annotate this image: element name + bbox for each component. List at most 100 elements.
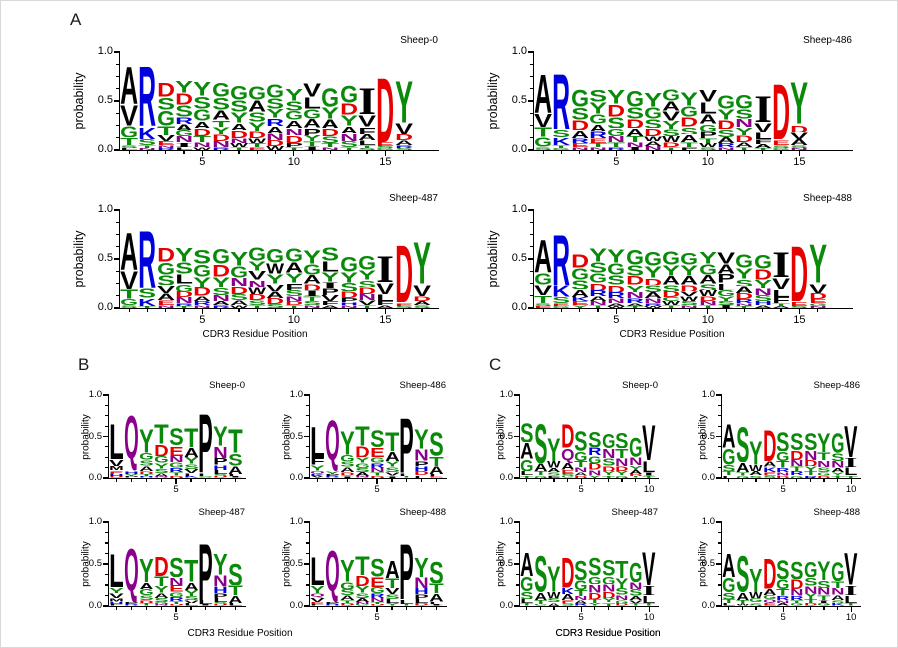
logo-letter-Y: Y — [749, 440, 762, 465]
svg-text:L: L — [109, 422, 124, 459]
svg-text:A: A — [575, 472, 588, 475]
svg-text:L: L — [184, 603, 199, 606]
logo-letter-S: S — [662, 129, 680, 136]
svg-text:I: I — [845, 585, 858, 595]
logo-letter-A: A — [831, 595, 844, 600]
x-tick — [220, 607, 222, 611]
svg-text:A: A — [662, 101, 680, 111]
logo-letter-G: G — [355, 463, 370, 468]
logo-letter-A: A — [547, 603, 560, 606]
svg-text:T: T — [400, 476, 415, 478]
logo-letter-I: I — [845, 457, 858, 467]
svg-text:S: S — [571, 280, 589, 290]
x-tick — [688, 151, 691, 155]
logo-letter-D: D — [139, 600, 154, 603]
logo-letter-V: V — [754, 123, 772, 133]
y-tick — [115, 295, 119, 297]
svg-text:D: D — [355, 446, 370, 458]
logo-letter-Y: Y — [325, 471, 340, 474]
svg-text:T: T — [340, 600, 355, 603]
logo-letter-W: W — [547, 461, 560, 468]
svg-text:N: N — [831, 461, 844, 468]
svg-text:W: W — [248, 138, 266, 143]
svg-text:G: G — [736, 476, 749, 478]
logo-letter-L: L — [429, 602, 444, 605]
svg-text:D: D — [790, 243, 808, 302]
y-tick — [104, 446, 108, 448]
svg-text:L: L — [321, 261, 339, 272]
logo-letter-V: V — [643, 550, 656, 585]
logo-letter-T: T — [355, 425, 370, 446]
logo-letter-N: N — [777, 472, 790, 475]
logo-letter-A: A — [228, 595, 243, 603]
svg-text:A: A — [717, 137, 735, 143]
logo-letter-T: T — [193, 136, 211, 142]
x-tick — [707, 309, 709, 315]
x-tick — [725, 309, 727, 313]
svg-text:V: V — [699, 89, 717, 102]
svg-text:L: L — [643, 461, 656, 473]
svg-text:S: S — [154, 598, 169, 602]
logo-letter-Y: Y — [414, 428, 429, 449]
svg-text:Y: Y — [414, 556, 429, 577]
svg-text:W: W — [644, 136, 662, 141]
logo-letter-S: S — [699, 284, 717, 291]
logo-letter-A: A — [717, 264, 735, 274]
logo-letter-A: A — [429, 466, 444, 474]
svg-text:D: D — [193, 128, 211, 136]
svg-text:L: L — [754, 132, 772, 139]
svg-text:A: A — [120, 65, 138, 104]
logo-letter-Y: Y — [175, 247, 193, 262]
svg-text:S: S — [248, 300, 266, 305]
logo-letter-Y: Y — [310, 585, 325, 593]
logo-letter-Y: Y — [817, 560, 830, 580]
svg-text:H: H — [414, 588, 429, 594]
logo-letter-S: S — [120, 305, 138, 308]
logo-letter-D: D — [248, 131, 266, 138]
logo-letter-H: H — [139, 476, 154, 478]
y-tick — [529, 63, 533, 65]
y-tick — [305, 594, 309, 597]
logo-letter-Y: Y — [413, 240, 431, 284]
logo-letter-G: G — [717, 290, 735, 296]
logo-letter-S: S — [248, 300, 266, 305]
logo-letter-D: D — [230, 286, 248, 294]
y-tick-label: 0.5 — [499, 558, 513, 570]
logo-letter-D: D — [340, 103, 358, 115]
logo-letter-Y: Y — [602, 598, 615, 602]
svg-text:N: N — [790, 589, 803, 596]
svg-text:Y: Y — [325, 471, 340, 474]
svg-text:G: G — [629, 437, 642, 457]
svg-text:N: N — [735, 303, 753, 306]
logo-letter-D: D — [175, 291, 193, 297]
x-tick — [391, 607, 393, 611]
svg-text:R: R — [157, 148, 175, 150]
svg-text:D: D — [615, 603, 628, 606]
logo-letter-A: A — [763, 589, 776, 595]
logo-letter-A: A — [736, 462, 749, 472]
logo-letter-F: F — [109, 604, 124, 606]
svg-text:S: S — [736, 425, 749, 462]
logo-letter-E: E — [157, 300, 175, 305]
svg-text:G: G — [790, 476, 803, 478]
logo-letter-N: N — [790, 460, 803, 467]
logo-letter-T: T — [615, 448, 628, 458]
svg-text:A: A — [321, 119, 339, 129]
svg-text:S: S — [303, 301, 321, 305]
svg-text:S: S — [607, 117, 625, 129]
logo-letter-G: G — [809, 303, 827, 306]
logo-letter-A: A — [212, 110, 230, 120]
logo-letter-Y: Y — [340, 272, 358, 283]
logo-letter-G: G — [615, 476, 628, 478]
svg-text:A: A — [681, 276, 699, 285]
y-axis-line — [118, 51, 121, 151]
svg-text:S: S — [534, 422, 547, 464]
x-tick — [361, 607, 363, 611]
logo-letter-R: R — [267, 118, 285, 126]
svg-text:Y: Y — [602, 471, 615, 475]
svg-text:S: S — [370, 558, 385, 576]
